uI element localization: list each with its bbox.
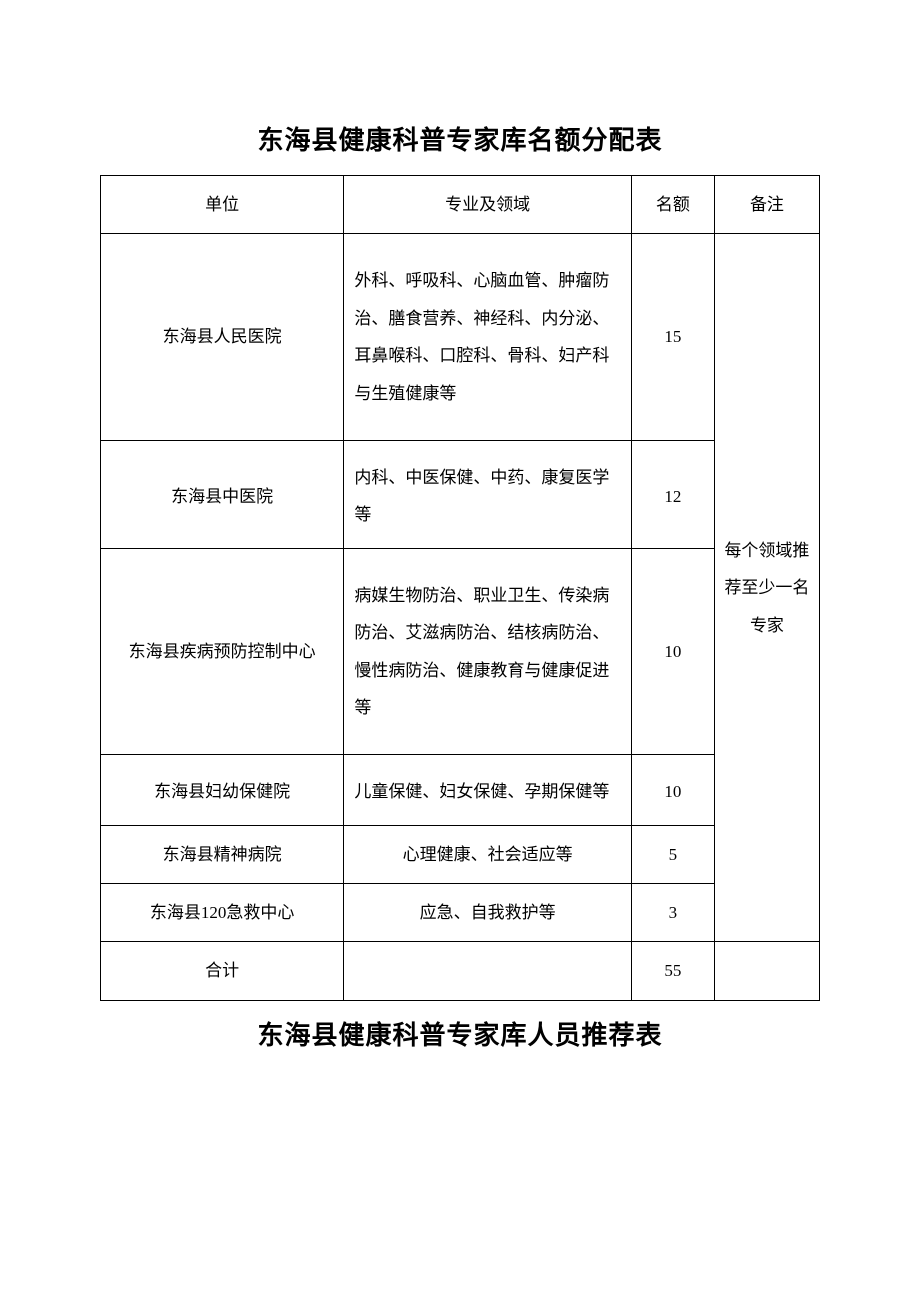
cell-unit: 东海县人民医院 (101, 234, 344, 441)
cell-field: 内科、中医保健、中药、康复医学等 (344, 440, 632, 548)
cell-field: 应急、自我救护等 (344, 884, 632, 942)
cell-total-note (714, 942, 819, 1000)
cell-total-quota: 55 (631, 942, 714, 1000)
table-header-row: 单位 专业及领域 名额 备注 (101, 176, 820, 234)
page-title: 东海县健康科普专家库名额分配表 (100, 120, 820, 157)
cell-unit: 东海县120急救中心 (101, 884, 344, 942)
cell-note-merged: 每个领域推荐至少一名专家 (714, 234, 819, 942)
header-unit: 单位 (101, 176, 344, 234)
cell-unit: 东海县疾病预防控制中心 (101, 548, 344, 755)
cell-unit: 东海县中医院 (101, 440, 344, 548)
cell-quota: 15 (631, 234, 714, 441)
cell-quota: 3 (631, 884, 714, 942)
cell-quota: 5 (631, 825, 714, 883)
cell-quota: 10 (631, 548, 714, 755)
cell-field: 病媒生物防治、职业卫生、传染病防治、艾滋病防治、结核病防治、慢性病防治、健康教育… (344, 548, 632, 755)
allocation-table: 单位 专业及领域 名额 备注 东海县人民医院 外科、呼吸科、心脑血管、肿瘤防治、… (100, 175, 820, 1001)
page-subtitle: 东海县健康科普专家库人员推荐表 (100, 1015, 820, 1052)
cell-field: 心理健康、社会适应等 (344, 825, 632, 883)
header-note: 备注 (714, 176, 819, 234)
table-row: 东海县人民医院 外科、呼吸科、心脑血管、肿瘤防治、膳食营养、神经科、内分泌、耳鼻… (101, 234, 820, 441)
cell-total-field (344, 942, 632, 1000)
table-row: 东海县120急救中心 应急、自我救护等 3 (101, 884, 820, 942)
cell-field: 外科、呼吸科、心脑血管、肿瘤防治、膳食营养、神经科、内分泌、耳鼻喉科、口腔科、骨… (344, 234, 632, 441)
cell-quota: 12 (631, 440, 714, 548)
cell-total-label: 合计 (101, 942, 344, 1000)
table-row: 东海县精神病院 心理健康、社会适应等 5 (101, 825, 820, 883)
table-total-row: 合计 55 (101, 942, 820, 1000)
table-row: 东海县疾病预防控制中心 病媒生物防治、职业卫生、传染病防治、艾滋病防治、结核病防… (101, 548, 820, 755)
cell-unit: 东海县精神病院 (101, 825, 344, 883)
header-quota: 名额 (631, 176, 714, 234)
cell-field: 儿童保健、妇女保健、孕期保健等 (344, 755, 632, 825)
cell-quota: 10 (631, 755, 714, 825)
table-row: 东海县中医院 内科、中医保健、中药、康复医学等 12 (101, 440, 820, 548)
header-field: 专业及领域 (344, 176, 632, 234)
table-row: 东海县妇幼保健院 儿童保健、妇女保健、孕期保健等 10 (101, 755, 820, 825)
cell-unit: 东海县妇幼保健院 (101, 755, 344, 825)
